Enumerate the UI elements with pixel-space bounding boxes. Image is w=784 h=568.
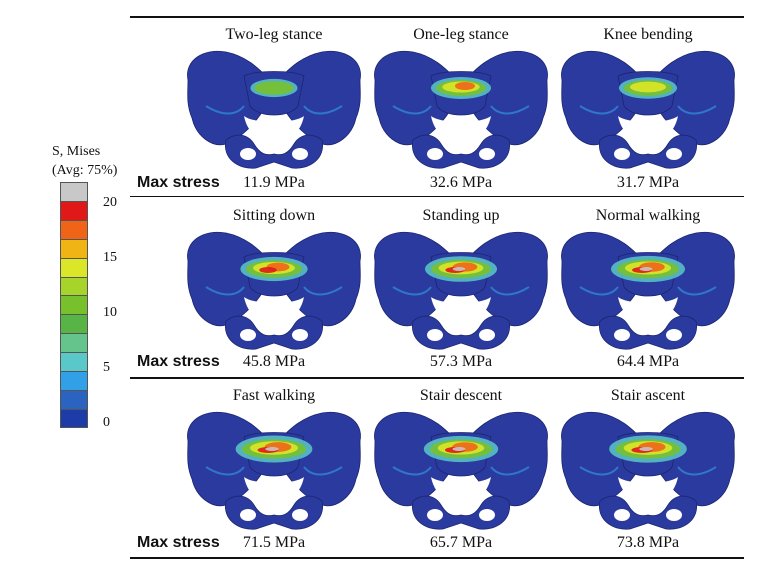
legend-tick-5: 5 [103, 360, 110, 375]
panel-title-normal-walking: Normal walking [595, 207, 701, 224]
pelvis-model-standing-up [369, 225, 553, 357]
panel-title-one-leg-stance: One-leg stance [413, 26, 509, 43]
max-stress-sitting-down: 45.8 MPa [242, 353, 306, 370]
legend-tick-10: 10 [103, 305, 117, 320]
pelvis-model-fast-walking [182, 405, 366, 537]
pelvis-model-knee-bending [556, 44, 740, 176]
panel-title-sitting-down: Sitting down [232, 207, 316, 224]
legend-tick-20: 20 [103, 195, 117, 210]
pelvis-model-sitting-down [182, 225, 366, 357]
panel-title-two-leg-stance: Two-leg stance [225, 26, 323, 43]
max-stress-two-leg-stance: 11.9 MPa [243, 174, 305, 191]
row-divider-2 [130, 377, 744, 379]
pelvis-model-normal-walking [556, 225, 740, 357]
max-stress-label-row-1: Max stress [137, 174, 220, 191]
legend-color-box [60, 389, 88, 409]
pelvis-model-two-leg-stance [182, 44, 366, 176]
pelvis-model-one-leg-stance [369, 44, 553, 176]
legend-tick-15: 15 [103, 250, 117, 265]
row-divider-1 [130, 196, 744, 197]
max-stress-one-leg-stance: 32.6 MPa [429, 174, 493, 191]
legend-color-box [60, 352, 88, 372]
legend-color-box [60, 408, 88, 428]
legend-color-box [60, 314, 88, 334]
max-stress-label-row-2: Max stress [137, 353, 220, 370]
pelvis-model-stair-ascent [556, 405, 740, 537]
bottom-rule [130, 557, 744, 559]
legend-color-box [60, 238, 88, 258]
legend-tick-0: 0 [103, 415, 110, 430]
max-stress-label-row-3: Max stress [137, 534, 220, 551]
pelvis-model-stair-descent [369, 405, 553, 537]
legend-color-box [60, 371, 88, 390]
panel-title-stair-ascent: Stair ascent [610, 387, 686, 404]
max-stress-normal-walking: 64.4 MPa [616, 353, 680, 370]
legend-color-box [60, 219, 88, 239]
legend-color-box [60, 257, 88, 277]
max-stress-knee-bending: 31.7 MPa [616, 174, 680, 191]
legend-title-line1: S, Mises [52, 144, 101, 159]
max-stress-standing-up: 57.3 MPa [429, 353, 493, 370]
top-rule [130, 16, 744, 18]
legend-color-box [60, 200, 88, 220]
legend-color-box [60, 333, 88, 353]
legend-title-line2: (Avg: 75%) [52, 163, 118, 178]
panel-title-knee-bending: Knee bending [603, 26, 693, 43]
max-stress-stair-ascent: 73.8 MPa [616, 534, 680, 551]
panel-title-standing-up: Standing up [422, 207, 500, 224]
panel-title-fast-walking: Fast walking [232, 387, 316, 404]
max-stress-stair-descent: 65.7 MPa [429, 534, 493, 551]
max-stress-fast-walking: 71.5 MPa [242, 534, 306, 551]
legend-color-box [60, 276, 88, 296]
legend-color-box [60, 182, 88, 201]
panel-title-stair-descent: Stair descent [419, 387, 503, 404]
legend-color-box [60, 295, 88, 315]
